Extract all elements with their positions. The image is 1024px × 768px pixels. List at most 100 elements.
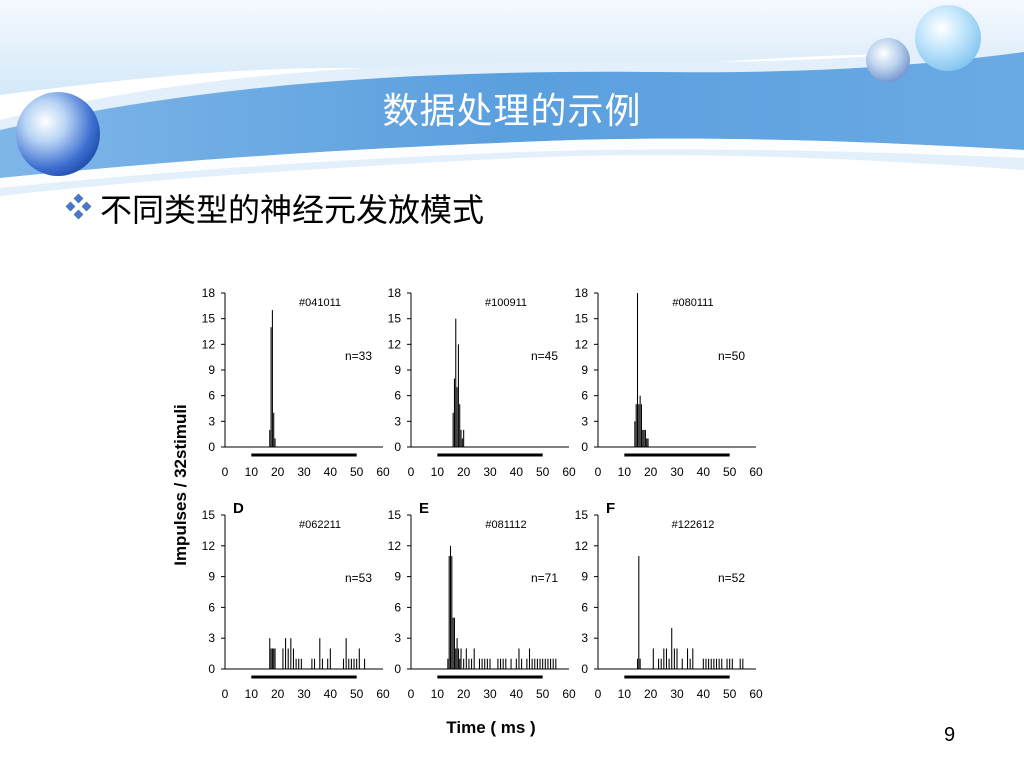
histogram-bar [271, 310, 273, 447]
histogram-bar [453, 378, 455, 447]
y-tick-label: 6 [394, 389, 401, 403]
histogram-bar [702, 658, 704, 669]
sample-size-label: n=52 [718, 571, 745, 585]
neuron-id-label: #081112 [485, 519, 526, 531]
histogram-bar [739, 658, 741, 669]
y-tick-label: 12 [202, 539, 216, 553]
x-tick-label: 40 [510, 465, 524, 479]
histogram-bar [329, 648, 331, 669]
y-tick-label: 9 [394, 570, 401, 584]
histogram-bar [452, 617, 454, 669]
histogram-bar [555, 658, 557, 669]
histogram-bar [710, 658, 712, 669]
slide-title: 数据处理的示例 [382, 91, 642, 132]
histogram-bar [468, 658, 470, 669]
x-tick-label: 40 [510, 687, 524, 701]
y-tick-label: 15 [388, 508, 402, 522]
histogram-bar [644, 429, 646, 447]
y-tick-label: 9 [581, 570, 588, 584]
histogram-bar [542, 658, 544, 669]
histogram-bar [639, 658, 641, 669]
histogram-bar [505, 658, 507, 669]
bullet-item: 不同类型的神经元发放模式 [62, 186, 484, 230]
histogram-bar [456, 638, 458, 669]
y-tick-label: 3 [394, 414, 401, 428]
sample-size-label: n=53 [345, 571, 372, 585]
histogram-bar [459, 404, 461, 447]
figure-xlabel: Time ( ms ) [446, 718, 535, 737]
histogram-bar [638, 556, 640, 669]
x-tick-label: 0 [222, 687, 229, 701]
histogram-bar [358, 648, 360, 669]
histogram-bar [639, 395, 641, 447]
histogram-bar [460, 648, 462, 669]
x-tick-label: 60 [562, 687, 576, 701]
panel-letter: F [606, 500, 615, 517]
x-tick-label: 50 [536, 687, 550, 701]
x-tick-label: 20 [644, 465, 658, 479]
x-tick-label: 10 [431, 465, 445, 479]
decor-sphere-cyan [915, 5, 981, 71]
histogram-bar [665, 648, 667, 669]
y-tick-label: 3 [581, 631, 588, 645]
histogram-bar [484, 658, 486, 669]
histogram-bar [536, 658, 538, 669]
histogram-bar [290, 638, 292, 669]
histogram-bar [364, 658, 366, 669]
y-tick-label: 18 [388, 286, 402, 300]
x-tick-label: 20 [644, 687, 658, 701]
histogram-bar [526, 658, 528, 669]
x-tick-label: 40 [697, 465, 711, 479]
histogram-bar [635, 404, 637, 447]
histogram-bar [455, 318, 457, 447]
histogram-bar [643, 429, 645, 447]
histogram-bar [671, 627, 673, 669]
histogram-bar [282, 648, 284, 669]
histogram-bar [457, 648, 459, 669]
histogram-bar [742, 658, 744, 669]
histogram-bar [640, 404, 642, 447]
histogram-bar [447, 658, 449, 669]
histogram-bar [274, 648, 276, 669]
decor-sphere-large [16, 92, 100, 176]
histogram-bar [356, 658, 358, 669]
histogram-bar [461, 438, 463, 447]
histogram-bar [473, 648, 475, 669]
histogram-bar [731, 658, 733, 669]
histogram-bar [668, 658, 670, 669]
y-tick-label: 9 [394, 363, 401, 377]
slide-banner [0, 0, 1024, 210]
histogram-bar [457, 344, 459, 447]
histogram-bar [658, 658, 660, 669]
y-tick-label: 12 [388, 539, 402, 553]
x-tick-label: 60 [376, 687, 390, 701]
histogram-bar [270, 327, 272, 447]
y-tick-label: 3 [581, 414, 588, 428]
y-tick-label: 9 [208, 570, 215, 584]
y-tick-label: 15 [575, 312, 589, 326]
y-tick-label: 0 [208, 440, 215, 454]
histogram-bar [636, 293, 639, 447]
histogram-bar [465, 648, 467, 669]
histogram-bar [689, 658, 691, 669]
x-tick-label: 10 [245, 465, 259, 479]
histogram-bar [500, 658, 502, 669]
histogram-bar [453, 617, 455, 669]
histogram-bar [721, 658, 723, 669]
panel-letter: E [419, 500, 429, 517]
histogram-bar [718, 658, 720, 669]
histogram-bar [449, 545, 452, 669]
neuron-id-label: #122612 [672, 519, 715, 531]
histogram-bar [497, 658, 499, 669]
histogram-bar [459, 658, 461, 669]
histogram-bar [539, 658, 541, 669]
x-tick-label: 60 [749, 465, 763, 479]
histogram-bar [274, 438, 276, 447]
x-tick-label: 10 [245, 687, 259, 701]
x-tick-label: 30 [483, 687, 497, 701]
x-tick-label: 30 [670, 465, 684, 479]
histogram-bar [515, 658, 517, 669]
x-tick-label: 50 [350, 465, 364, 479]
x-tick-label: 40 [324, 687, 338, 701]
